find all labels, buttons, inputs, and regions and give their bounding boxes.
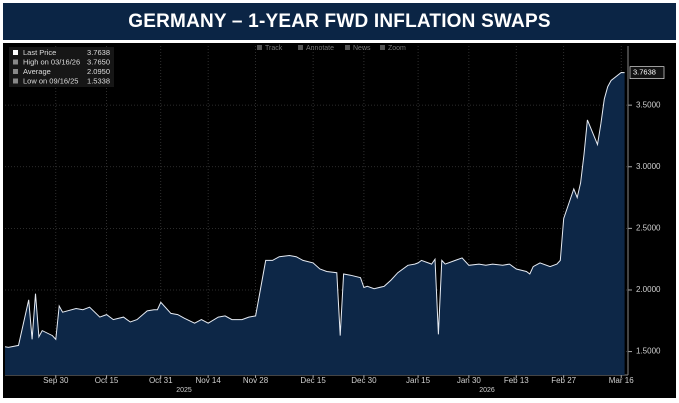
- legend-value: 3.7650: [87, 57, 110, 66]
- legend-value: 1.5338: [87, 76, 110, 85]
- toolbar-item: Zoom: [388, 45, 406, 52]
- y-tick-label: 3.5000: [636, 100, 661, 109]
- x-tick-label: Jan 30: [457, 376, 482, 385]
- x-tick-label: Nov 14: [195, 376, 221, 385]
- legend-name: Last Price: [23, 48, 56, 57]
- x-tick-label: Mar 16: [609, 376, 634, 385]
- x-tick-label: Nov 28: [243, 376, 269, 385]
- x-tick-label: Oct 31: [149, 376, 173, 385]
- legend-name: High on 03/16/26: [23, 57, 80, 66]
- toolbar-item: Track: [265, 45, 283, 52]
- x-tick-label: Dec 30: [351, 376, 377, 385]
- x-tick-label: Feb 27: [551, 376, 576, 385]
- toolbar-icon: [257, 45, 262, 50]
- toolbar-item: Annotate: [306, 45, 334, 52]
- y-tick-label: 1.5000: [636, 347, 661, 356]
- legend-name: Low on 09/16/25: [23, 76, 78, 85]
- y-tick-label: 2.5000: [636, 223, 661, 232]
- line: [4, 71, 625, 348]
- x-tick-label: Feb 13: [504, 376, 529, 385]
- legend-icon: [13, 50, 18, 55]
- toolbar-icon: [298, 45, 303, 50]
- legend-value: 3.7638: [87, 48, 110, 57]
- year-label: 2025: [176, 387, 192, 394]
- legend-name: Average: [23, 67, 51, 76]
- year-label: 2026: [479, 387, 495, 394]
- last-price-label: 3.7638: [633, 68, 656, 77]
- legend-icon: [13, 69, 18, 74]
- toolbar-icon: [380, 45, 385, 50]
- toolbar-icon: [345, 45, 350, 50]
- x-tick-label: Jan 15: [406, 376, 431, 385]
- x-tick-label: Sep 30: [43, 376, 69, 385]
- title-banner: GERMANY – 1-YEAR FWD INFLATION SWAPS: [3, 3, 676, 40]
- last-price-tag: [629, 66, 665, 79]
- x-tick-label: Dec 15: [300, 376, 326, 385]
- legend-icon: [13, 78, 18, 84]
- legend-value: 2.0950: [87, 67, 110, 76]
- chart: 1.5000 2.0000 2.5000 3.0000 3.5000 Sep 30 Oct …: [3, 43, 676, 398]
- y-tick-label: 2.0000: [636, 285, 661, 294]
- legend-icon: [13, 59, 18, 65]
- area: [5, 72, 625, 375]
- chart-title: GERMANY – 1-YEAR FWD INFLATION SWAPS: [128, 10, 551, 32]
- toolbar-item: News: [353, 45, 371, 52]
- x-tick-label: Oct 15: [95, 376, 119, 385]
- legend-box: [9, 47, 114, 87]
- y-tick-label: 3.0000: [636, 162, 661, 171]
